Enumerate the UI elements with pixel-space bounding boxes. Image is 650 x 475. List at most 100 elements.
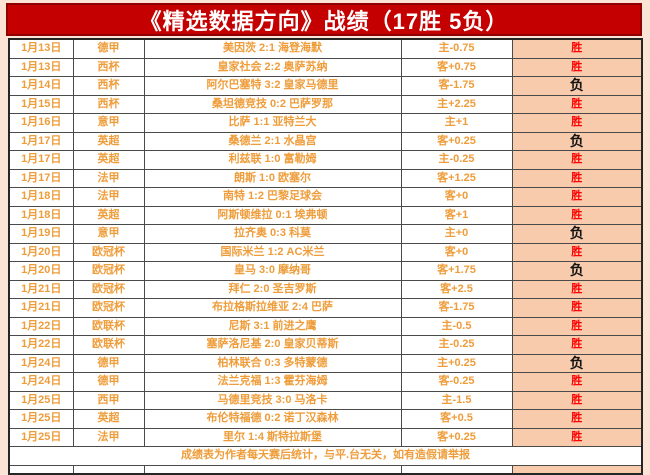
- date-cell: 1月21日: [8, 279, 74, 299]
- league-cell: 英超: [72, 150, 145, 170]
- result-cell: 胜: [511, 335, 643, 355]
- result-cell: 负: [511, 224, 643, 244]
- date-cell: 1月17日: [8, 131, 74, 151]
- match-cell: 皇马 3:0 摩纳哥: [143, 261, 402, 281]
- match-cell: 里尔 1:4 斯特拉斯堡: [143, 427, 402, 447]
- result-cell: 胜: [511, 427, 643, 447]
- date-cell: 1月20日: [8, 242, 74, 262]
- date-cell: 1月13日: [8, 57, 74, 77]
- match-cell: 皇家社会 2:2 奥萨苏纳: [143, 57, 402, 77]
- handicap-cell: 客+0.75: [400, 57, 513, 77]
- handicap-cell: 主-0.5: [400, 316, 513, 336]
- result-cell: 胜: [511, 94, 643, 114]
- league-cell: 欧冠杯: [72, 279, 145, 299]
- result-cell: 胜: [511, 113, 643, 133]
- league-cell: 英超: [72, 131, 145, 151]
- match-cell: 尼斯 3:1 前进之鹰: [143, 316, 402, 336]
- handicap-cell: 客+1.75: [400, 261, 513, 281]
- result-cell: 胜: [511, 279, 643, 299]
- date-cell: 1月24日: [8, 353, 74, 373]
- date-cell: 1月15日: [8, 94, 74, 114]
- empty-cell: [511, 464, 643, 474]
- empty-cell: [143, 464, 402, 474]
- date-cell: 1月22日: [8, 335, 74, 355]
- table-row: 1月20日 欧冠杯 国际米兰 1:2 AC米兰 客+0 胜: [8, 242, 643, 262]
- result-cell: 胜: [511, 409, 643, 429]
- footer-row: 成绩表为作者每天赛后统计，与平.台无关，如有造假请举报: [8, 446, 643, 466]
- league-cell: 西杯: [72, 94, 145, 114]
- result-cell: 胜: [511, 57, 643, 77]
- table-row: 1月22日 欧联杯 塞萨洛尼基 2:0 皇家贝蒂斯 主-0.25 胜: [8, 335, 643, 355]
- table-row: 1月20日 欧冠杯 皇马 3:0 摩纳哥 客+1.75 负: [8, 261, 643, 281]
- table-row: 1月21日 欧冠杯 拜仁 2:0 圣吉罗斯 客+2.5 胜: [8, 279, 643, 299]
- result-cell: 胜: [511, 187, 643, 207]
- date-cell: 1月17日: [8, 150, 74, 170]
- result-cell: 胜: [511, 168, 643, 188]
- table-row: 1月24日 德甲 法兰克福 1:3 霍芬海姆 客-0.25 胜: [8, 372, 643, 392]
- footer-disclaimer: 成绩表为作者每天赛后统计，与平.台无关，如有造假请举报: [8, 446, 643, 466]
- match-cell: 阿斯顿维拉 0:1 埃弗顿: [143, 205, 402, 225]
- table-row: 1月25日 西甲 马德里竞技 3:0 马洛卡 主-1.5 胜: [8, 390, 643, 410]
- result-cell: 胜: [511, 38, 643, 59]
- match-cell: 国际米兰 1:2 AC米兰: [143, 242, 402, 262]
- match-cell: 桑坦德竞技 0:2 巴萨罗那: [143, 94, 402, 114]
- result-cell: 负: [511, 261, 643, 281]
- table-row: 1月22日 欧联杯 尼斯 3:1 前进之鹰 主-0.5 胜: [8, 316, 643, 336]
- handicap-cell: 主-0.25: [400, 335, 513, 355]
- empty-cell: [8, 464, 74, 474]
- table-row: 1月18日 英超 阿斯顿维拉 0:1 埃弗顿 客+1 胜: [8, 205, 643, 225]
- match-cell: 布拉格斯拉维亚 2:4 巴萨: [143, 298, 402, 318]
- result-cell: 负: [511, 76, 643, 96]
- match-cell: 桑德兰 2:1 水晶宫: [143, 131, 402, 151]
- league-cell: 英超: [72, 205, 145, 225]
- handicap-cell: 主-0.25: [400, 150, 513, 170]
- handicap-cell: 客+0: [400, 187, 513, 207]
- table-row: 1月25日 英超 布伦特福德 0:2 诺丁汉森林 客+0.5 胜: [8, 409, 643, 429]
- handicap-cell: 客-1.75: [400, 298, 513, 318]
- table-row: 1月17日 英超 桑德兰 2:1 水晶宫 客+0.25 负: [8, 131, 643, 151]
- league-cell: 欧联杯: [72, 335, 145, 355]
- date-cell: 1月25日: [8, 390, 74, 410]
- handicap-cell: 主-1.5: [400, 390, 513, 410]
- match-cell: 朗斯 1:0 欧塞尔: [143, 168, 402, 188]
- title-bar: 《精选数据方向》战绩（17胜 5负）: [6, 3, 642, 36]
- table-row: 1月17日 英超 利兹联 1:0 富勒姆 主-0.25 胜: [8, 150, 643, 170]
- date-cell: 1月24日: [8, 372, 74, 392]
- league-cell: 德甲: [72, 38, 145, 59]
- date-cell: 1月19日: [8, 224, 74, 244]
- handicap-cell: 客+2.5: [400, 279, 513, 299]
- handicap-cell: 客+0.5: [400, 409, 513, 429]
- match-cell: 布伦特福德 0:2 诺丁汉森林: [143, 409, 402, 429]
- handicap-cell: 主+2.25: [400, 94, 513, 114]
- handicap-cell: 主-0.75: [400, 38, 513, 59]
- handicap-cell: 主+0.25: [400, 353, 513, 373]
- handicap-cell: 客-1.75: [400, 76, 513, 96]
- league-cell: 欧冠杯: [72, 261, 145, 281]
- results-table-body: 1月13日 德甲 美因茨 2:1 海登海默 主-0.75 胜 1月13日 西杯 皇家社会 2:…: [8, 38, 643, 474]
- table-row: 1月17日 法甲 朗斯 1:0 欧塞尔 客+1.25 胜: [8, 168, 643, 188]
- date-cell: 1月22日: [8, 316, 74, 336]
- empty-cell: [400, 464, 513, 474]
- result-cell: 胜: [511, 150, 643, 170]
- date-cell: 1月18日: [8, 205, 74, 225]
- result-cell: 胜: [511, 298, 643, 318]
- result-cell: 负: [511, 131, 643, 151]
- table-row: 1月14日 西杯 阿尔巴塞特 3:2 皇家马德里 客-1.75 负: [8, 76, 643, 96]
- date-cell: 1月18日: [8, 187, 74, 207]
- date-cell: 1月20日: [8, 261, 74, 281]
- league-cell: 法甲: [72, 187, 145, 207]
- handicap-cell: 主+1: [400, 113, 513, 133]
- match-cell: 拉齐奥 0:3 科莫: [143, 224, 402, 244]
- table-row: 1月24日 德甲 柏林联合 0:3 多特蒙德 主+0.25 负: [8, 353, 643, 373]
- league-cell: 西杯: [72, 76, 145, 96]
- league-cell: 法甲: [72, 168, 145, 188]
- date-cell: 1月16日: [8, 113, 74, 133]
- table-row: 1月13日 西杯 皇家社会 2:2 奥萨苏纳 客+0.75 胜: [8, 57, 643, 77]
- league-cell: 欧联杯: [72, 316, 145, 336]
- table-row: 1月16日 意甲 比萨 1:1 亚特兰大 主+1 胜: [8, 113, 643, 133]
- page-title: 《精选数据方向》战绩（17胜 5负）: [139, 8, 509, 34]
- handicap-cell: 客-0.25: [400, 372, 513, 392]
- date-cell: 1月21日: [8, 298, 74, 318]
- league-cell: 意甲: [72, 113, 145, 133]
- result-cell: 胜: [511, 205, 643, 225]
